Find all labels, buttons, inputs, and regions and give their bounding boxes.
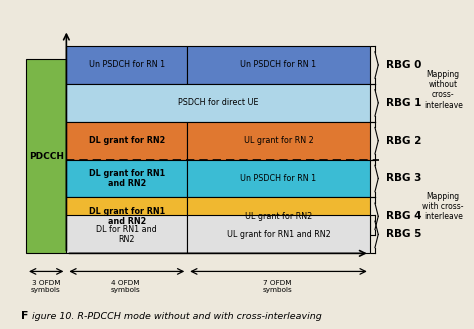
- Text: Un PSDCH for RN 1: Un PSDCH for RN 1: [89, 61, 165, 69]
- Text: DL for RN1 and
RN2: DL for RN1 and RN2: [96, 225, 157, 244]
- Bar: [66, 84, 370, 122]
- Text: DL grant for RN1
and RN2: DL grant for RN1 and RN2: [89, 207, 165, 226]
- Text: DL grant for RN1
and RN2: DL grant for RN1 and RN2: [89, 169, 165, 188]
- Bar: [187, 160, 370, 197]
- Text: UL grant for RN 2: UL grant for RN 2: [244, 136, 313, 145]
- Text: UL grant for RN1 and RN2: UL grant for RN1 and RN2: [227, 230, 330, 239]
- Text: Un PSDCH for RN 1: Un PSDCH for RN 1: [240, 61, 317, 69]
- Bar: [66, 122, 187, 160]
- Text: Un PSDCH for RN 1: Un PSDCH for RN 1: [240, 174, 317, 183]
- Text: RBG 1: RBG 1: [386, 98, 422, 108]
- Bar: [66, 160, 187, 197]
- Bar: [66, 197, 187, 235]
- Text: RBG 3: RBG 3: [386, 173, 422, 184]
- Text: RBG 4: RBG 4: [386, 211, 422, 221]
- Bar: [66, 215, 187, 253]
- Text: 4 OFDM
symbols: 4 OFDM symbols: [111, 280, 140, 293]
- Text: UL grant for RN2: UL grant for RN2: [245, 212, 312, 221]
- Bar: [187, 46, 370, 84]
- Text: RBG 5: RBG 5: [386, 229, 422, 240]
- Text: PDCCH: PDCCH: [29, 152, 64, 161]
- Text: 7 OFDM
symbols: 7 OFDM symbols: [263, 280, 292, 293]
- Text: RBG 2: RBG 2: [386, 136, 422, 146]
- Text: Mapping
without
cross-
interleave: Mapping without cross- interleave: [424, 69, 463, 110]
- Text: DL grant for RN2: DL grant for RN2: [89, 136, 165, 145]
- Text: igure 10. R-PDCCH mode without and with cross-interleaving: igure 10. R-PDCCH mode without and with …: [32, 312, 322, 321]
- Bar: [66, 46, 187, 84]
- Text: Mapping
with cross-
interleave: Mapping with cross- interleave: [422, 191, 464, 221]
- Text: F: F: [21, 311, 29, 321]
- Bar: [187, 215, 370, 253]
- Bar: [187, 197, 370, 235]
- Text: 3 OFDM
symbols: 3 OFDM symbols: [31, 280, 61, 293]
- Bar: [26, 59, 66, 253]
- Text: RBG 0: RBG 0: [386, 60, 422, 70]
- Bar: [187, 122, 370, 160]
- Text: PSDCH for direct UE: PSDCH for direct UE: [178, 98, 258, 107]
